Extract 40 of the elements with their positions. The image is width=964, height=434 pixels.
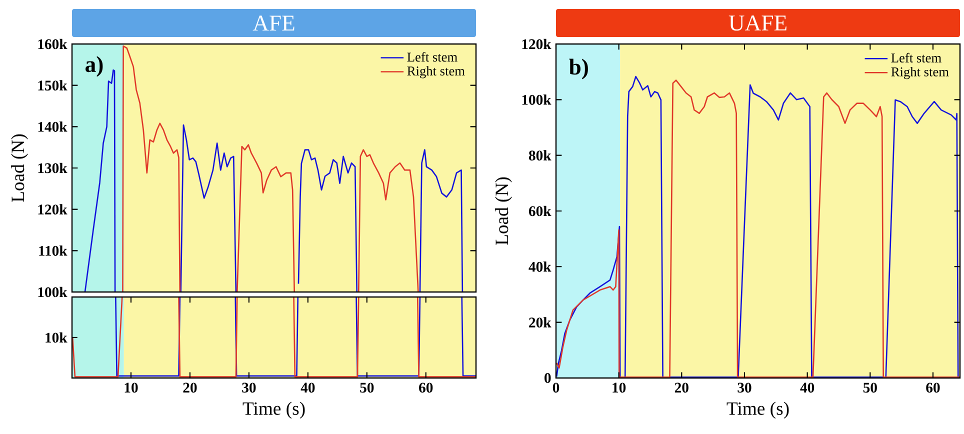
y-tick-label: 100k [522, 94, 552, 105]
y-tick-label: 0 [544, 373, 551, 383]
y-tick-label: 60k [528, 206, 552, 216]
legend-label: Left stem [891, 52, 942, 62]
annotation: a) [86, 56, 103, 77]
text: 10k [46, 332, 68, 343]
y-tick-label: 80k [528, 150, 552, 160]
x-tick-label: 50 [360, 382, 374, 393]
x-tick-label: 20 [674, 382, 688, 393]
x-tick-label: 10 [612, 382, 626, 393]
x-tick-label: 40 [300, 382, 315, 393]
x-tick-label: 30 [738, 382, 752, 393]
x-tick-label: 0 [552, 382, 560, 393]
y-tick-label: 110k [39, 246, 68, 256]
x-tick-label: 60 [926, 382, 940, 393]
annotation: b) [569, 58, 588, 80]
y-tick-label: 160k [38, 38, 68, 50]
x-tick-label: 40 [800, 382, 814, 393]
legend-label: Right stem [891, 66, 949, 80]
x-tick-label: 50 [863, 382, 877, 393]
legend-label: Left stem [407, 52, 458, 62]
y-tick-label: 120k [522, 38, 552, 50]
x-tick-label: 20 [183, 382, 197, 393]
y-tick-label: 150k [38, 80, 68, 90]
x-tick-label: 60 [419, 382, 433, 393]
y-tick-label: 140k [38, 122, 68, 132]
chart-title: UAFE [728, 15, 786, 31]
y-axis-title: Load (N) [495, 177, 512, 245]
x-tick-label: 30 [242, 382, 256, 393]
chart-title: AFE [252, 16, 294, 31]
y-axis-title: Load (N) [11, 134, 28, 202]
y-tick-label: 20k [529, 317, 552, 328]
y-tick-label: 120k [38, 204, 68, 214]
y-tick-label: 100k [38, 286, 68, 298]
x-tick-label: 10 [124, 382, 138, 393]
x-axis-title: Time (s) [242, 402, 305, 419]
y-tick-label: 130k [38, 162, 68, 174]
y-tick-label: 40k [528, 262, 552, 272]
x-axis-title: Time (s) [726, 402, 789, 419]
legend-label: Right stem [407, 66, 465, 78]
